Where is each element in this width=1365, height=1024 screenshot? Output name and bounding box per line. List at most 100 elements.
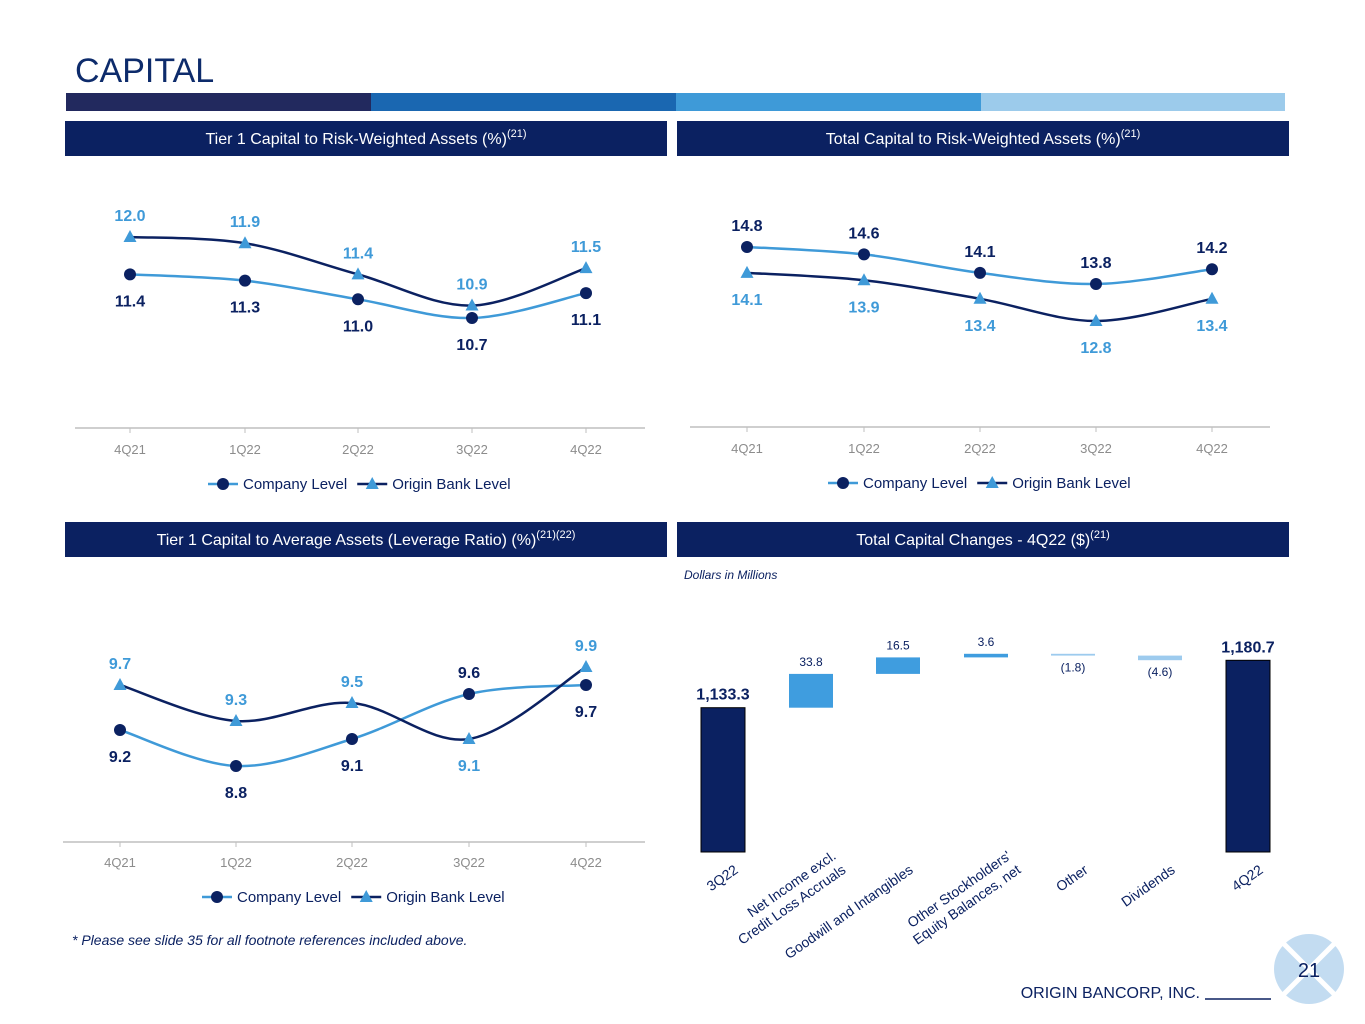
accent-bar	[981, 93, 1285, 111]
value-label: 11.9	[230, 214, 260, 231]
x-tick-label: Other	[1053, 861, 1091, 894]
bar	[964, 653, 1008, 658]
legend-label: Origin Bank Level	[1012, 475, 1130, 492]
value-label: 16.5	[886, 638, 910, 652]
legend-marker	[365, 477, 379, 489]
point	[465, 298, 479, 311]
point	[580, 679, 592, 691]
point	[857, 273, 871, 286]
value-label: 14.1	[964, 244, 995, 261]
value-label: 11.0	[343, 318, 373, 335]
x-tick-label: 3Q22	[456, 442, 488, 457]
point	[230, 760, 242, 772]
x-tick-label: 1Q22	[229, 442, 261, 457]
legend-marker	[985, 476, 999, 488]
bar	[789, 673, 833, 708]
chart-title: Tier 1 Capital to Average Assets (Levera…	[157, 529, 576, 549]
legend-marker	[837, 477, 849, 489]
chart-title: Tier 1 Capital to Risk-Weighted Assets (…	[206, 128, 527, 148]
point	[1090, 278, 1102, 290]
value-label: (1.8)	[1061, 661, 1086, 675]
point	[858, 248, 870, 261]
panel-header	[65, 121, 667, 156]
company-name: ORIGIN BANCORP, INC.	[1021, 985, 1200, 1002]
value-label: 9.7	[575, 704, 597, 721]
x-tick-label: 1Q22	[848, 441, 880, 456]
value-label: 9.2	[109, 749, 131, 766]
chart-title-note: (21)	[1090, 529, 1110, 541]
bar	[700, 707, 746, 853]
point	[1205, 291, 1219, 304]
x-tick-label: 3Q22	[1080, 441, 1112, 456]
panel-header	[677, 121, 1289, 156]
x-tick-label: Dividends	[1118, 861, 1178, 909]
value-label: 12.8	[1080, 340, 1111, 357]
point	[741, 241, 753, 253]
chart-title-text: Tier 1 Capital to Average Assets (Levera…	[157, 532, 537, 549]
accent-bar	[371, 93, 676, 111]
point	[463, 688, 475, 700]
point	[113, 678, 127, 690]
value-label: 11.4	[343, 245, 373, 262]
value-label: 14.1	[731, 292, 762, 309]
value-label: 14.8	[731, 218, 762, 235]
value-label: 11.1	[571, 312, 601, 329]
x-tick-label: 4Q22	[570, 855, 602, 870]
value-label: 1,180.7	[1221, 639, 1274, 656]
value-label: 9.1	[341, 758, 363, 775]
point	[579, 261, 593, 274]
value-label: 13.8	[1080, 255, 1111, 272]
legend-label: Origin Bank Level	[392, 476, 510, 493]
subtitle: Dollars in Millions	[684, 568, 777, 582]
value-label: 1,133.3	[696, 687, 749, 704]
chart-title: Total Capital to Risk-Weighted Assets (%…	[826, 128, 1141, 148]
x-tick-label: 1Q22	[220, 855, 252, 870]
x-tick-label: Other Stockholders'Equity Balances, net	[900, 847, 1024, 947]
x-tick-label: 2Q22	[336, 855, 368, 870]
value-label: 9.1	[458, 758, 480, 775]
bar	[1225, 659, 1271, 853]
value-label: 10.9	[456, 277, 487, 294]
x-tick-label: 4Q22	[1228, 861, 1265, 894]
value-label: 13.9	[848, 299, 879, 316]
value-label: 11.3	[230, 300, 260, 317]
point	[466, 312, 478, 324]
legend-label: Origin Bank Level	[386, 889, 504, 906]
x-tick-label: 2Q22	[964, 441, 996, 456]
point	[974, 266, 986, 279]
legend-label: Company Level	[863, 475, 967, 492]
page-number: 21	[1298, 960, 1320, 982]
accent-bar	[66, 93, 371, 111]
footnote: * Please see slide 35 for all footnote r…	[72, 932, 467, 948]
x-tick-label: 4Q22	[570, 442, 602, 457]
point	[352, 293, 364, 306]
point	[345, 696, 359, 708]
accent-bar	[676, 93, 981, 111]
point	[238, 236, 252, 249]
point	[973, 291, 987, 304]
x-tick-label: 4Q22	[1196, 441, 1228, 456]
value-label: 9.3	[225, 692, 247, 709]
point	[579, 660, 593, 672]
chart-title-note: (21)	[507, 128, 527, 140]
page-badge-cross	[1282, 942, 1336, 996]
value-label: 8.8	[225, 785, 247, 802]
value-label: 12.0	[114, 208, 145, 225]
value-label: 14.6	[848, 225, 879, 242]
chart-title-text: Total Capital to Risk-Weighted Assets (%…	[826, 131, 1121, 148]
x-tick-label: 4Q21	[104, 855, 136, 870]
point	[1206, 263, 1218, 276]
value-label: 10.7	[456, 337, 487, 354]
value-label: 9.5	[341, 674, 363, 691]
point	[346, 733, 358, 745]
x-tick-label: 4Q21	[114, 442, 146, 457]
chart-title-note: (21)(22)	[536, 529, 575, 541]
chart-title-note: (21)	[1121, 128, 1141, 140]
chart-title-text: Total Capital Changes - 4Q22 ($)	[856, 532, 1090, 549]
point	[1089, 314, 1103, 326]
legend-marker	[359, 890, 373, 902]
x-tick-label: 4Q21	[731, 441, 763, 456]
value-label: 11.5	[571, 239, 601, 256]
legend-marker	[217, 478, 229, 490]
